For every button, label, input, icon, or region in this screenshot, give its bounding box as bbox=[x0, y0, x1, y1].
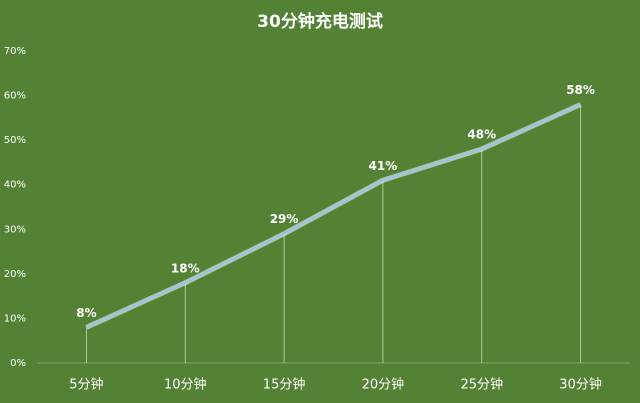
data-label: 58% bbox=[566, 83, 595, 97]
data-label: 8% bbox=[76, 306, 96, 320]
y-tick-label: 30% bbox=[4, 224, 26, 235]
x-tick-label: 25分钟 bbox=[460, 377, 503, 393]
line-series bbox=[85, 103, 582, 329]
x-tick-label: 20分钟 bbox=[362, 377, 405, 393]
data-label: 41% bbox=[369, 159, 398, 173]
y-tick-label: 50% bbox=[4, 135, 26, 146]
y-tick-label: 20% bbox=[4, 269, 26, 280]
x-tick-label: 10分钟 bbox=[164, 377, 207, 393]
y-tick-label: 60% bbox=[4, 91, 26, 102]
y-tick-label: 10% bbox=[4, 313, 26, 324]
data-label: 29% bbox=[270, 212, 299, 226]
x-tick-label: 15分钟 bbox=[263, 377, 306, 393]
y-tick-label: 70% bbox=[4, 46, 26, 57]
data-label: 18% bbox=[171, 261, 200, 275]
x-tick-label: 30分钟 bbox=[559, 377, 602, 393]
x-tick-label: 5分钟 bbox=[69, 377, 103, 393]
data-label: 48% bbox=[467, 128, 496, 142]
y-tick-label: 0% bbox=[10, 358, 26, 369]
y-tick-label: 40% bbox=[4, 180, 26, 191]
chart-title: 30分钟充电测试 bbox=[257, 11, 383, 32]
